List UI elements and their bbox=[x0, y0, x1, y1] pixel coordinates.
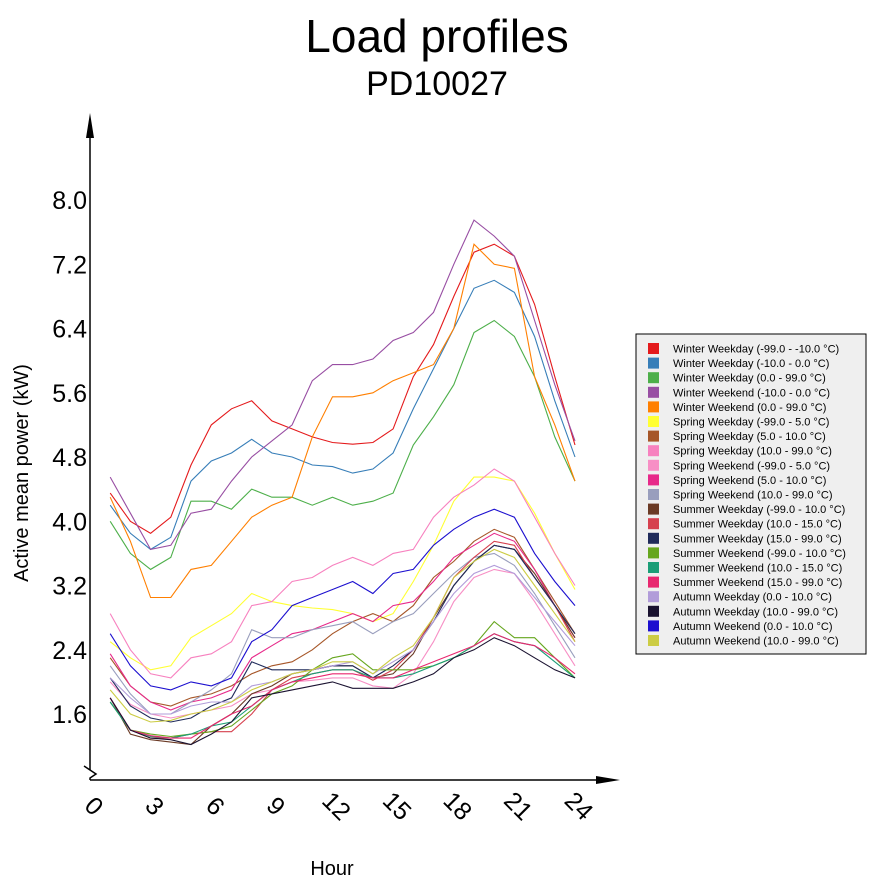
x-tick-label: 21 bbox=[498, 787, 537, 826]
x-tick-label: 0 bbox=[79, 792, 109, 822]
legend-label: Winter Weekend (0.0 - 99.0 °C) bbox=[673, 402, 826, 414]
series-line bbox=[109, 243, 576, 599]
series-line bbox=[109, 544, 576, 723]
series-line bbox=[109, 620, 576, 738]
series-line bbox=[109, 319, 576, 571]
legend-swatch bbox=[648, 401, 659, 413]
legend-swatch bbox=[648, 605, 659, 617]
legend-label: Summer Weekday (10.0 - 15.0 °C) bbox=[673, 519, 842, 531]
series-line bbox=[109, 637, 576, 746]
legend-swatch bbox=[648, 343, 659, 354]
legend-label: Summer Weekend (-99.0 - 10.0 °C) bbox=[673, 548, 846, 560]
series-line bbox=[109, 564, 576, 715]
legend-label: Winter Weekday (0.0 - 99.0 °C) bbox=[673, 373, 826, 385]
legend: Winter Weekday (-99.0 - -10.0 °C) Winter … bbox=[635, 333, 867, 655]
y-tick-labels: 1.6 2.4 3.2 4.0 4.8 5.6 6.4 7.2 8.0 bbox=[52, 187, 87, 729]
legend-swatch bbox=[648, 635, 659, 646]
x-tick-label: 3 bbox=[139, 792, 169, 822]
legend-label: Spring Weekday (10.0 - 99.0 °C) bbox=[673, 446, 832, 458]
series-line bbox=[109, 476, 576, 671]
series-lines bbox=[109, 219, 576, 746]
series-line bbox=[109, 568, 576, 719]
legend-swatch bbox=[648, 518, 659, 530]
legend-label: Winter Weekday (-99.0 - -10.0 °C) bbox=[673, 344, 839, 356]
legend-label: Winter Weekend (-10.0 - 0.0 °C) bbox=[673, 387, 830, 399]
x-tick-label: 6 bbox=[200, 792, 230, 822]
legend-label: Autumn Weekend (0.0 - 10.0 °C) bbox=[673, 621, 833, 633]
series-line bbox=[109, 633, 576, 739]
legend-label: Summer Weekend (15.0 - 99.0 °C) bbox=[673, 577, 842, 589]
y-axis bbox=[83, 113, 98, 780]
y-tick-label: 3.2 bbox=[52, 573, 87, 601]
series-line bbox=[109, 532, 576, 711]
legend-label: Spring Weekend (10.0 - 99.0 °C) bbox=[673, 490, 833, 502]
legend-box bbox=[635, 333, 867, 655]
legend-swatch bbox=[648, 386, 659, 398]
y-tick-label: 8.0 bbox=[52, 187, 87, 215]
legend-label: Winter Weekday (-10.0 - 0.0 °C) bbox=[673, 358, 829, 370]
series-line bbox=[109, 544, 576, 746]
x-axis-label: Hour bbox=[310, 858, 354, 880]
chart-subtitle: PD10027 bbox=[366, 65, 508, 103]
legend-swatch bbox=[648, 430, 659, 442]
series-line bbox=[109, 508, 576, 691]
series-line bbox=[109, 528, 576, 707]
legend-label: Summer Weekend (10.0 - 15.0 °C) bbox=[673, 563, 842, 575]
legend-swatch bbox=[648, 576, 659, 588]
x-tick-label: 12 bbox=[316, 787, 355, 826]
series-line bbox=[109, 468, 576, 679]
series-line bbox=[109, 279, 576, 551]
legend-label: Summer Weekday (15.0 - 99.0 °C) bbox=[673, 533, 842, 545]
legend-swatch bbox=[648, 591, 659, 603]
x-tick-label: 9 bbox=[261, 792, 291, 822]
y-tick-label: 5.6 bbox=[52, 380, 87, 408]
x-tick-label: 24 bbox=[559, 787, 599, 827]
series-line bbox=[109, 552, 576, 715]
legend-swatch bbox=[648, 372, 659, 384]
legend-label: Autumn Weekend (10.0 - 99.0 °C) bbox=[673, 636, 839, 648]
legend-label: Spring Weekday (5.0 - 10.0 °C) bbox=[673, 431, 826, 443]
y-tick-label: 7.2 bbox=[52, 251, 87, 279]
legend-label: Autumn Weekday (10.0 - 99.0 °C) bbox=[673, 606, 838, 618]
series-line bbox=[109, 219, 576, 551]
legend-label: Autumn Weekday (0.0 - 10.0 °C) bbox=[673, 592, 832, 604]
series-line bbox=[109, 243, 576, 534]
y-tick-label: 4.0 bbox=[52, 508, 87, 536]
x-axis bbox=[90, 776, 620, 784]
x-tick-label: 15 bbox=[377, 787, 416, 826]
legend-swatch bbox=[648, 357, 659, 369]
y-axis-label: Active mean power (kW) bbox=[11, 364, 33, 582]
legend-swatch bbox=[648, 562, 659, 573]
legend-swatch bbox=[648, 503, 659, 515]
legend-label: Spring Weekend (-99.0 - 5.0 °C) bbox=[673, 460, 830, 472]
x-tick-labels: 0 3 6 9 12 15 18 21 24 bbox=[79, 787, 599, 827]
legend-label: Summer Weekday (-99.0 - 10.0 °C) bbox=[673, 504, 845, 516]
legend-label: Spring Weekday (-99.0 - 5.0 °C) bbox=[673, 417, 829, 429]
chart-title: Load profiles bbox=[305, 10, 568, 62]
y-tick-label: 6.4 bbox=[52, 316, 87, 344]
legend-label: Spring Weekend (5.0 - 10.0 °C) bbox=[673, 475, 826, 487]
legend-swatch bbox=[648, 459, 659, 471]
legend-swatch bbox=[648, 620, 659, 632]
legend-swatch bbox=[648, 532, 659, 544]
x-tick-label: 18 bbox=[438, 787, 477, 826]
legend-swatch bbox=[648, 416, 659, 427]
legend-swatch bbox=[648, 547, 659, 559]
legend-swatch bbox=[648, 445, 659, 457]
y-tick-label: 1.6 bbox=[52, 701, 87, 729]
y-tick-label: 4.8 bbox=[52, 444, 87, 472]
y-tick-label: 2.4 bbox=[52, 637, 87, 665]
series-line bbox=[109, 548, 576, 723]
legend-swatch bbox=[648, 489, 659, 500]
legend-swatch bbox=[648, 474, 659, 486]
